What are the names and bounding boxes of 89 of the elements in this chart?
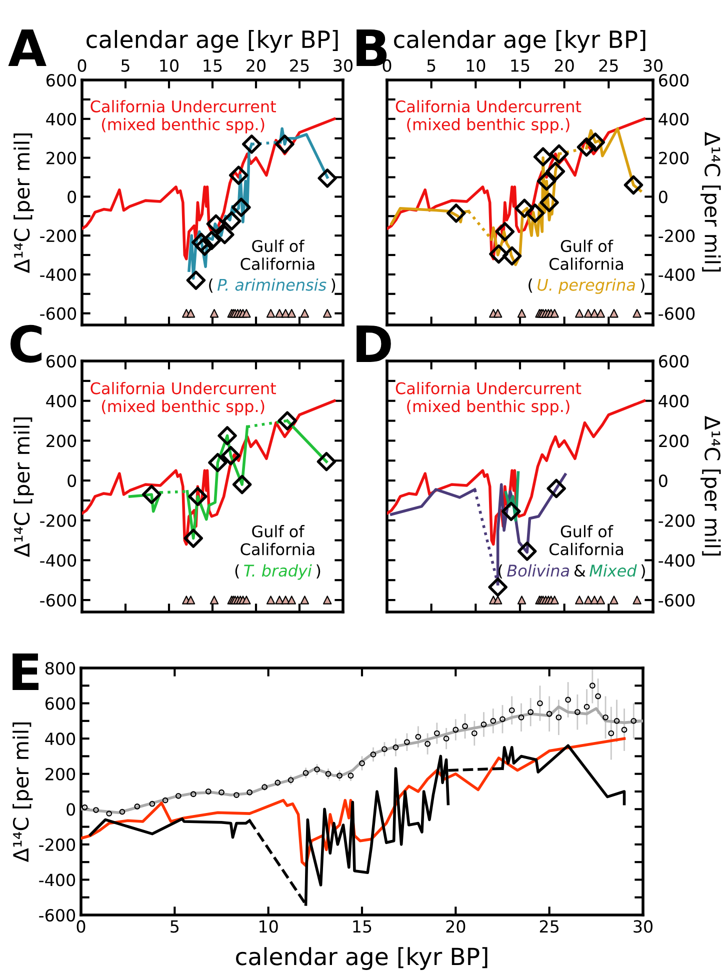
x-axis-title: calendar age [kyr BP] <box>86 30 338 53</box>
y-tick-label: 400 <box>658 394 689 408</box>
y-tick-label: 200 <box>659 152 689 164</box>
series-label: California Undercurrent (mixed benthic spp.) <box>90 100 276 134</box>
y-tick-label: 0 <box>658 190 668 204</box>
annotation: ( <box>528 278 532 293</box>
x-tick-label: 15 <box>204 60 222 72</box>
y-tick-label: 600 <box>46 354 76 368</box>
annotation: Gulf of California <box>549 240 623 270</box>
series-label: California Undercurrent (mixed benthic spp.) <box>396 100 582 134</box>
series-label: P. ariminensis <box>218 278 326 291</box>
y-tick-label: 800 <box>45 662 76 675</box>
y-tick-label: -200 <box>39 838 76 851</box>
annotation: ) <box>641 564 645 579</box>
annotation: Gulf of California <box>549 525 623 556</box>
y-tick-label: -400 <box>658 554 695 567</box>
y-tick-label: -400 <box>658 268 695 282</box>
y-axis-title: Δ¹⁴C [per mil] <box>14 134 34 274</box>
annotation: ) <box>332 278 336 293</box>
x-tick-label: 10 <box>466 59 486 72</box>
y-tick-label: -600 <box>40 594 76 607</box>
y-tick-label: -200 <box>658 514 695 527</box>
x-tick-label: 20 <box>446 920 466 933</box>
y-axis-title: Δ¹⁴C [per mil] <box>700 416 721 556</box>
chart-title: D <box>356 326 391 362</box>
y-axis-title: Δ¹⁴C [per mil] <box>12 722 33 862</box>
y-tick-label: -400 <box>39 874 76 886</box>
y-tick-label: 0 <box>68 190 76 204</box>
chart-title: C <box>10 324 42 363</box>
annotation: ( <box>209 278 213 293</box>
x-tick-label: 15 <box>511 60 530 72</box>
series-label: California Undercurrent (mixed benthic spp.) <box>90 382 276 416</box>
chart-title: E <box>12 654 38 690</box>
y-tick-label: -200 <box>40 230 76 242</box>
x-tick-label: 0 <box>76 920 86 933</box>
y-tick-label: 400 <box>46 112 76 126</box>
y-tick-label: 600 <box>659 74 689 87</box>
y-tick-label: -200 <box>40 514 76 527</box>
y-tick-label: 600 <box>45 697 76 710</box>
annotation: & <box>574 564 586 577</box>
x-tick-label: 20 <box>246 59 266 72</box>
x-tick-label: 5 <box>121 60 130 72</box>
annotation: ( <box>235 564 239 579</box>
x-tick-label: 25 <box>540 920 558 933</box>
x-tick-label: 5 <box>427 60 436 72</box>
x-tick-label: 30 <box>334 59 352 72</box>
y-tick-label: -400 <box>40 268 76 282</box>
y-tick-label: -600 <box>39 908 76 922</box>
y-tick-label: 600 <box>46 74 76 87</box>
y-tick-label: -600 <box>40 307 76 320</box>
x-tick-label: 30 <box>644 59 662 72</box>
y-tick-label: 0 <box>658 474 668 488</box>
x-tick-label: 10 <box>260 920 278 933</box>
text: Mixed <box>590 564 637 577</box>
x-tick-label: 5 <box>170 920 179 933</box>
y-tick-label: -600 <box>658 594 695 607</box>
chart-title: A <box>8 30 46 66</box>
x-axis-title: calendar age [kyr BP] <box>236 947 488 970</box>
text: Bolivina <box>507 564 569 577</box>
y-tick-label: 400 <box>658 112 689 126</box>
annotation: ) <box>316 564 320 579</box>
y-tick-label: 200 <box>659 434 689 448</box>
text: U. peregrina <box>538 278 635 294</box>
text: T. bradyi <box>244 564 312 580</box>
y-tick-label: 0 <box>68 474 76 488</box>
y-tick-label: -400 <box>40 554 76 567</box>
y-tick-label: 600 <box>659 354 689 368</box>
y-tick-label: 200 <box>46 152 76 164</box>
y-tick-label: -600 <box>658 307 695 320</box>
x-tick-label: 25 <box>290 59 309 72</box>
x-tick-label: 0 <box>78 59 86 72</box>
x-tick-label: 30 <box>634 920 652 933</box>
annotation: Gulf of California <box>240 525 314 556</box>
y-tick-label: 400 <box>46 394 76 408</box>
y-tick-label: 200 <box>46 434 76 448</box>
y-axis-title: Δ¹⁴C [per mil] <box>700 132 721 272</box>
y-tick-label: -200 <box>658 230 695 242</box>
series-label: California Undercurrent (mixed benthic spp.) <box>396 382 582 416</box>
y-tick-label: 0 <box>66 803 76 816</box>
annotation: Gulf of California <box>240 240 314 270</box>
x-tick-label: 10 <box>160 59 178 72</box>
y-tick-label: 200 <box>46 768 76 780</box>
x-tick-label: 25 <box>599 59 618 72</box>
annotation: ) <box>640 278 644 293</box>
y-axis-title: Δ¹⁴C [per mil] <box>14 418 34 558</box>
y-tick-label: 400 <box>45 732 76 746</box>
x-axis-title: calendar age [kyr BP] <box>394 30 646 53</box>
x-tick-label: 20 <box>554 59 574 72</box>
x-tick-label: 15 <box>353 920 372 933</box>
